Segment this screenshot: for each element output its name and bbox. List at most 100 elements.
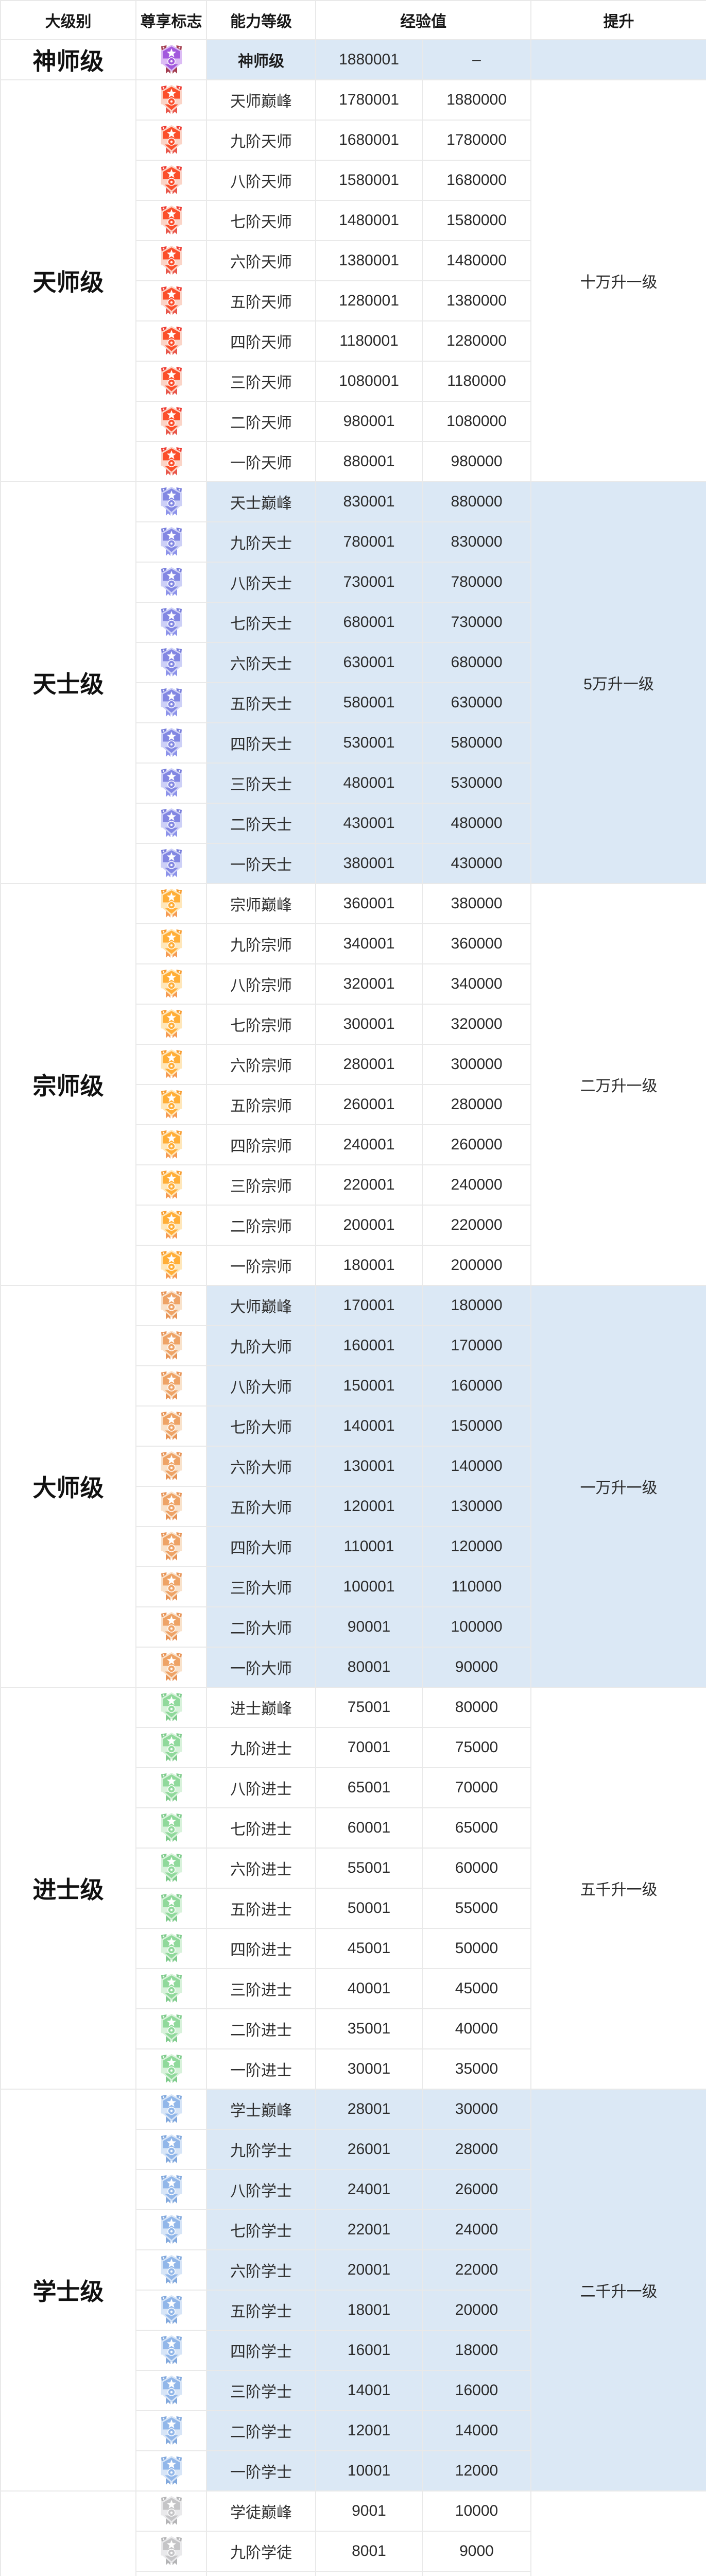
exp-min: 480001 [315,762,423,804]
badge-cell [135,2008,207,2049]
rank-name: 一阶学士 [206,2450,316,2492]
rank-name: 九阶宗师 [206,923,316,964]
badge-cell [135,361,207,402]
rank-name: 四阶学士 [206,2330,316,2371]
exp-min: 22001 [315,2209,423,2250]
table-row: 天士级 天士巅峰 830001 880000 5万升一级 [0,481,706,884]
table-row: 学徒级 学徒巅峰900110000一千升一级 [0,2490,706,2576]
exp-max: 90000 [422,1647,531,1688]
exp-max: 1080000 [422,401,531,442]
exp-min: 1680001 [315,120,423,161]
exp-max: 430000 [422,843,531,884]
rank-name: 九阶天师 [206,120,316,161]
table-row: 九阶大师 160001 170000 [1,1325,706,1366]
table-row: 大师级 大师巅峰 170001 180000 一万升一级 [0,1285,706,1688]
badge-cell [135,2410,207,2451]
rank-badge-icon [161,1170,182,1199]
exp-min: 150001 [315,1365,423,1406]
rank-badge-icon [161,648,182,676]
table-row: 七阶天师 1480001 1580000 [1,200,706,241]
badge-cell [135,1526,207,1567]
exp-max: 160000 [422,1365,531,1406]
rank-name: 六阶宗师 [206,1044,316,1085]
badge-cell [135,401,207,442]
exp-min: 1280001 [315,280,423,321]
rank-badge-icon [161,2376,182,2404]
rank-badge-icon [161,1974,182,2003]
exp-max: 30000 [422,2089,531,2130]
rank-badge-icon [161,366,182,395]
rank-badge-icon [161,487,182,516]
exp-max: 530000 [422,762,531,804]
promote-cell: 十万升一级 [530,79,706,482]
rank-name: 八阶大师 [206,1365,316,1406]
exp-max: 1580000 [422,200,531,241]
badge-cell [135,1486,207,1527]
rank-name: 四阶天士 [206,722,316,764]
rank-badge-icon [161,2215,182,2244]
rank-name: 一阶进士 [206,2048,316,2090]
rank-name: 神师级 [206,39,316,80]
badge-cell [135,1446,207,1487]
rank-badge-icon [161,206,182,234]
rank-badge-icon [161,2416,182,2445]
rank-name: 八阶学士 [206,2169,316,2210]
table-row: 一阶宗师 180001 200000 [1,1245,706,1286]
exp-max: 55000 [422,1888,531,1929]
exp-min: 880001 [315,441,423,482]
badge-cell [135,2169,207,2210]
exp-max: 16000 [422,2370,531,2411]
badge-cell [135,1004,207,1045]
promote-cell: 五千升一级 [530,1687,706,2090]
exp-min: 9001 [315,2490,423,2532]
badge-cell [135,722,207,764]
badge-cell [135,1365,207,1406]
exp-min: 1080001 [315,361,423,402]
exp-max: 35000 [422,2048,531,2090]
rank-name: 四阶进士 [206,1928,316,1969]
exp-max: 75000 [422,1727,531,1768]
rank-badge-icon [161,1492,182,1520]
rank-badge-icon [161,2456,182,2485]
rank-name: 二阶进士 [206,2008,316,2049]
badge-cell [135,320,207,362]
rank-name: 大师巅峰 [206,1285,316,1326]
exp-max: 480000 [422,803,531,844]
exp-min: 55001 [315,1848,423,1889]
rank-badge-icon [161,85,182,114]
table-row: 三阶宗师 220001 240000 [1,1164,706,1206]
exp-min: 530001 [315,722,423,764]
rank-name: 二阶大师 [206,1606,316,1648]
badge-cell [135,1285,207,1326]
table-row: 四阶学士 16001 18000 [1,2330,706,2371]
table-row: 九阶学徒 8001 9000 [1,2531,706,2572]
rank-badge-icon [161,2536,182,2565]
table-row: 一阶进士 30001 35000 [1,2048,706,2090]
table-row: 九阶宗师 340001 360000 [1,923,706,964]
exp-min: 75001 [315,1687,423,1728]
table-row: 六阶宗师 280001 300000 [1,1044,706,1085]
exp-min: 10001 [315,2450,423,2492]
rank-badge-icon [161,2094,182,2123]
rank-badge-icon [161,2496,182,2525]
rank-badge-icon [161,969,182,998]
exp-min: 14001 [315,2370,423,2411]
exp-min: 12001 [315,2410,423,2451]
exp-min: 360001 [315,883,423,924]
exp-min: 18001 [315,2290,423,2331]
badge-cell [135,562,207,603]
table-row: 九阶天师 1680001 1780000 [1,120,706,161]
table-row: 神师级 神师级 1880001– [0,39,706,80]
promote-cell: 5万升一级 [530,481,706,884]
rank-name: 六阶天士 [206,642,316,683]
exp-min: 140001 [315,1405,423,1447]
table-row: 四阶大师 110001 120000 [1,1526,706,1567]
exp-max: 65000 [422,1807,531,1849]
rank-badge-icon [161,286,182,315]
exp-min: 26001 [315,2129,423,2170]
exp-max: 1180000 [422,361,531,402]
exp-max: 140000 [422,1446,531,1487]
exp-max: – [422,39,531,80]
rank-badge-icon [161,2295,182,2324]
